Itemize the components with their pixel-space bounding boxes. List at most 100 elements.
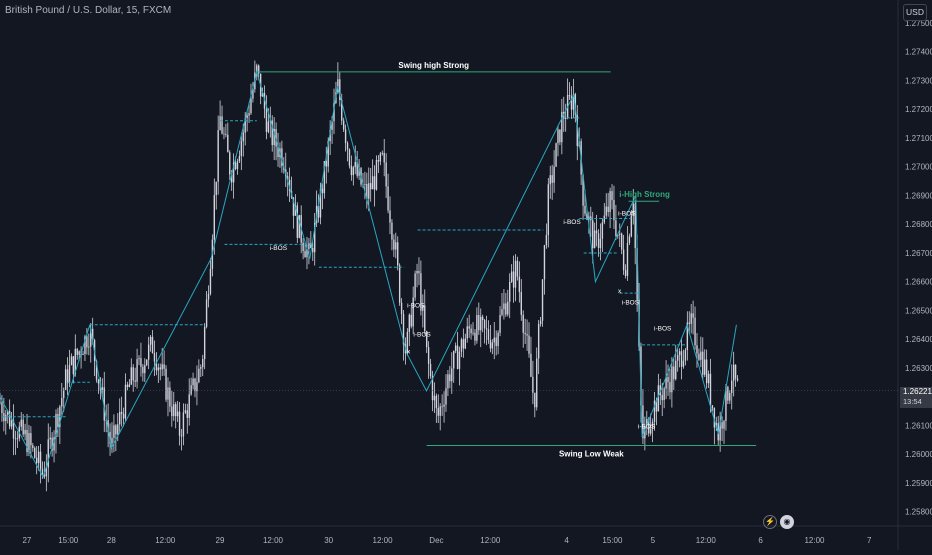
x-tick-label: 4	[564, 536, 569, 545]
candle-body	[122, 413, 125, 419]
candle-body	[603, 215, 606, 223]
candle-body	[325, 161, 327, 167]
candle-body	[240, 141, 243, 156]
currency-button[interactable]: USD	[903, 4, 927, 21]
candle-body	[72, 356, 75, 375]
candle-body	[649, 428, 652, 434]
candle-body	[186, 410, 188, 418]
candle-body	[425, 331, 428, 348]
y-tick-label: 1.25900	[905, 479, 932, 488]
candle-body	[138, 358, 140, 360]
candle-body	[317, 205, 320, 218]
candle-body	[377, 159, 380, 162]
camera-icon[interactable]: ◉	[780, 515, 794, 529]
candle-body	[151, 336, 154, 354]
candle-body	[74, 348, 76, 375]
candle-body	[707, 373, 710, 384]
candle-body	[611, 191, 613, 201]
candle-body	[429, 363, 432, 377]
candle-body	[352, 167, 355, 176]
x-tick-label: 15:00	[58, 536, 79, 545]
candle-body	[501, 309, 503, 315]
break-marker: x	[618, 288, 622, 295]
candle-body	[356, 161, 358, 176]
candle-body	[238, 155, 241, 162]
candle-body	[248, 113, 250, 116]
x-tick-label: 29	[216, 536, 225, 545]
candle-body	[503, 303, 505, 310]
candle-body	[688, 322, 690, 324]
x-tick-label: 5	[651, 536, 656, 545]
candle-body	[736, 378, 739, 381]
candle-body	[507, 301, 509, 315]
candle-body	[435, 395, 438, 409]
y-tick-label: 1.26700	[905, 249, 932, 258]
candle-body	[146, 359, 148, 366]
candle-body	[308, 243, 310, 250]
candle-body	[207, 293, 210, 300]
candle-body	[144, 365, 146, 374]
candle-body	[286, 176, 289, 181]
candle-body	[572, 94, 575, 110]
candle-body	[505, 303, 507, 315]
candle-body	[182, 412, 185, 437]
candle-body	[198, 368, 200, 383]
candle-body	[35, 457, 38, 464]
break-marker: x	[407, 349, 411, 356]
candle-body	[433, 395, 436, 401]
candle-body	[489, 340, 492, 349]
candle-body	[140, 358, 142, 367]
lightning-icon[interactable]: ⚡	[763, 515, 777, 529]
candle-body	[495, 337, 497, 346]
candle-body	[24, 429, 26, 435]
y-tick-label: 1.27400	[905, 48, 932, 57]
candle-body	[375, 159, 378, 190]
candle-body	[173, 404, 175, 417]
candle-body	[732, 364, 735, 381]
candle-body	[491, 342, 494, 349]
plot-area[interactable]	[0, 0, 898, 526]
candle-body	[673, 366, 675, 380]
candle-body	[545, 235, 548, 246]
candle-body	[636, 248, 638, 300]
candle-body	[431, 376, 434, 401]
candle-body	[400, 302, 403, 314]
bos-label: i-BOS	[618, 211, 636, 218]
candle-body	[43, 474, 46, 477]
candle-body	[10, 420, 13, 427]
x-tick-label: 30	[324, 536, 333, 545]
candle-body	[277, 146, 279, 158]
candle-body	[88, 346, 90, 348]
candle-body	[369, 183, 372, 190]
candle-body	[510, 271, 513, 282]
candle-body	[731, 380, 733, 393]
x-tick-label: 12:00	[263, 536, 284, 545]
candle-body	[684, 349, 687, 361]
candle-body	[66, 369, 69, 384]
candle-body	[522, 314, 524, 333]
candle-body	[327, 140, 329, 167]
candle-body	[549, 175, 551, 185]
candle-body	[5, 414, 7, 422]
candle-body	[229, 152, 231, 175]
candle-body	[601, 222, 604, 239]
candle-body	[184, 410, 187, 413]
candle-body	[648, 419, 650, 434]
candle-body	[202, 359, 204, 368]
candle-body	[91, 328, 94, 341]
candle-body	[719, 422, 721, 441]
candle-body	[14, 438, 17, 440]
candle-body	[354, 161, 356, 168]
candle-body	[497, 332, 499, 346]
candle-body	[45, 467, 48, 477]
candle-body	[655, 400, 658, 412]
candle-body	[132, 367, 134, 381]
candle-body	[101, 387, 104, 391]
candle-body	[661, 395, 663, 401]
y-tick-label: 1.26900	[905, 191, 932, 200]
candle-body	[113, 425, 115, 438]
y-tick-label: 1.26400	[905, 335, 932, 344]
candle-body	[568, 94, 571, 97]
